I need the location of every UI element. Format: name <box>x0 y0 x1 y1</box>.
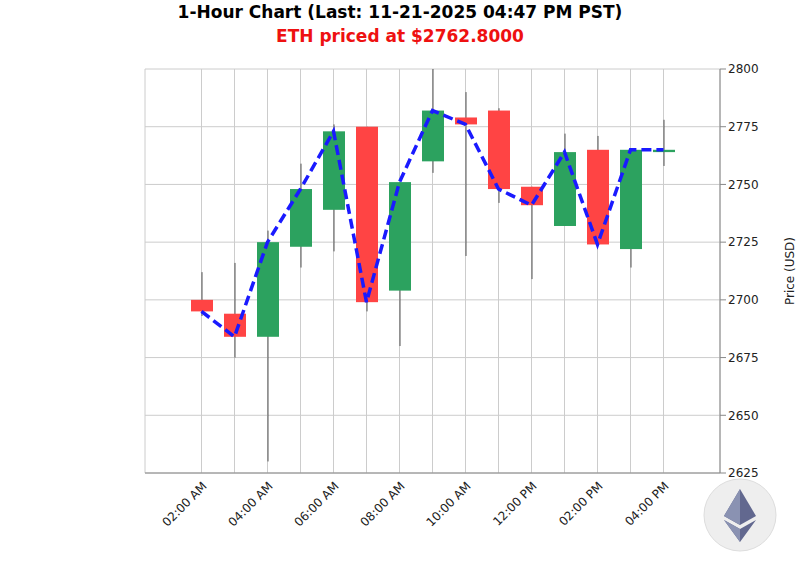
svg-text:02:00 PM: 02:00 PM <box>556 479 605 528</box>
svg-text:02:00 AM: 02:00 AM <box>159 479 209 529</box>
svg-text:2725: 2725 <box>728 235 759 249</box>
svg-text:04:00 PM: 04:00 PM <box>622 479 671 528</box>
svg-text:08:00 AM: 08:00 AM <box>357 479 407 529</box>
svg-text:Price (USD): Price (USD) <box>783 237 797 305</box>
html-text:ETH priced at $2762.8000: ETH priced at $2762.8000 <box>276 26 524 46</box>
svg-text:2775: 2775 <box>728 120 759 134</box>
svg-text:2675: 2675 <box>728 351 759 365</box>
svg-text:2650: 2650 <box>728 409 759 423</box>
svg-text:2750: 2750 <box>728 178 759 192</box>
svg-text:12:00 PM: 12:00 PM <box>490 479 539 528</box>
svg-text:2800: 2800 <box>728 62 759 76</box>
html-text:1-Hour Chart (Last: 11-21-2025: 1-Hour Chart (Last: 11-21-2025 04:47 PM … <box>177 2 623 22</box>
svg-text:04:00 AM: 04:00 AM <box>225 479 275 529</box>
svg-text:06:00 AM: 06:00 AM <box>291 479 341 529</box>
svg-text:2625: 2625 <box>728 466 759 480</box>
svg-text:10:00 AM: 10:00 AM <box>423 479 473 529</box>
svg-text:2700: 2700 <box>728 293 759 307</box>
